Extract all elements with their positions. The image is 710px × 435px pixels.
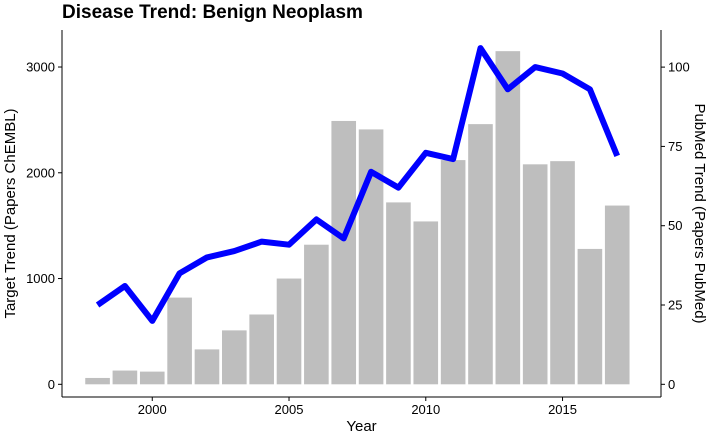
y-axis-left-title: Target Trend (Papers ChEMBL) — [2, 108, 19, 318]
x-axis-title: Year — [346, 418, 376, 435]
bar-2007 — [331, 120, 357, 385]
bar-2006 — [304, 244, 329, 385]
y-axis-right-title: PubMed Trend (Papers PubMed) — [691, 103, 708, 323]
x-tick-label-2000: 2000 — [138, 402, 167, 417]
bar-2010 — [413, 221, 439, 385]
bar-2016 — [577, 248, 603, 385]
bar-1999 — [112, 370, 138, 385]
y2-tick-label-50: 50 — [668, 218, 682, 233]
bar-2001 — [167, 297, 192, 385]
bars-layer — [85, 51, 630, 385]
y2-tick-label-75: 75 — [668, 139, 682, 154]
bar-2017 — [604, 205, 630, 385]
chart-title: Disease Trend: Benign Neoplasm — [62, 2, 363, 23]
bar-2015 — [550, 161, 575, 385]
y2-tick-label-25: 25 — [668, 298, 682, 313]
bar-2003 — [222, 330, 247, 385]
pubmed-trend-line — [95, 45, 620, 324]
bar-2009 — [386, 202, 411, 385]
bar-2008 — [358, 129, 384, 385]
x-tick-label-2005: 2005 — [275, 402, 304, 417]
line-layer — [95, 45, 620, 324]
y-tick-label-2000: 2000 — [26, 165, 55, 180]
bar-2005 — [276, 278, 302, 385]
bar-2013 — [495, 51, 521, 385]
y-tick-label-3000: 3000 — [26, 60, 55, 75]
x-tick-label-2015: 2015 — [548, 402, 577, 417]
bar-2000 — [139, 371, 165, 385]
y-tick-label-1000: 1000 — [26, 271, 55, 286]
y2-tick-label-0: 0 — [668, 377, 675, 392]
bar-1998 — [85, 377, 110, 385]
bar-2012 — [468, 124, 493, 385]
bar-2002 — [194, 349, 220, 385]
bar-2004 — [249, 314, 274, 385]
axes-layer — [61, 30, 662, 398]
bar-2011 — [440, 160, 466, 385]
x-tick-label-2010: 2010 — [411, 402, 440, 417]
y-tick-label-0: 0 — [48, 377, 55, 392]
ticks-layer: 2000 2005 2010 2015 0 1000 2000 3000 0 25 50 75 100 — [26, 60, 690, 417]
bar-2014 — [522, 164, 548, 385]
y2-tick-label-100: 100 — [668, 60, 690, 75]
